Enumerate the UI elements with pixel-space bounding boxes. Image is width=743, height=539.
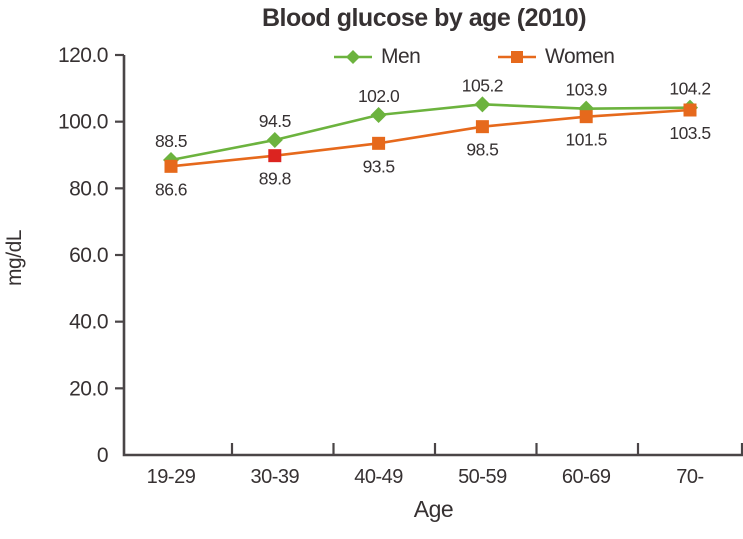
legend-item-women: Women [497, 44, 615, 70]
y-tick-label: 80.0 [69, 177, 108, 200]
women-value-label: 93.5 [363, 156, 395, 176]
women-marker [268, 149, 282, 163]
men-marker [370, 107, 387, 123]
y-tick-label: 120.0 [58, 44, 108, 67]
axis-lines [122, 55, 743, 457]
y-tick-label: 100.0 [58, 111, 108, 134]
y-tick-label: 40.0 [69, 311, 108, 334]
women-value-label: 103.5 [669, 123, 710, 143]
women-value-label: 98.5 [466, 140, 498, 160]
women-value-label: 89.8 [259, 169, 291, 189]
y-tick-label: 60.0 [69, 244, 108, 267]
y-axis-title: mg/dL [3, 230, 26, 286]
x-category-label: 70- [676, 466, 703, 488]
x-category-label: 19-29 [147, 466, 196, 488]
men-value-label: 103.9 [566, 80, 607, 100]
women-legend-marker-icon [498, 51, 536, 63]
women-marker [372, 136, 386, 150]
x-category-label: 40-49 [354, 466, 403, 488]
women-line [170, 108, 691, 168]
chart-title: Blood glucose by age (2010) [261, 4, 587, 32]
men-value-label: 105.2 [462, 75, 503, 95]
y-tick-label: 0 [97, 444, 108, 467]
legend-label-women: Women [545, 45, 615, 68]
men-legend-marker-icon [334, 50, 372, 64]
women-marker [683, 103, 697, 117]
men-value-label: 88.5 [155, 131, 187, 151]
men-value-label: 102.0 [358, 86, 400, 106]
men-marker [266, 132, 283, 148]
women-marker [579, 110, 593, 124]
women-value-label: 86.6 [155, 179, 187, 199]
men-value-label: 104.2 [669, 79, 710, 99]
men-line [170, 103, 691, 162]
x-axis-title: Age [413, 496, 454, 522]
x-category-label: 60-69 [562, 466, 611, 488]
women-marker [164, 159, 178, 173]
y-tick-label: 20.0 [69, 377, 108, 400]
men-value-label: 94.5 [259, 111, 291, 131]
women-value-label: 101.5 [566, 130, 607, 150]
legend-label-men: Men [381, 45, 421, 68]
men-marker [474, 96, 491, 113]
x-category-label: 50-59 [458, 466, 507, 488]
legend-item-men: Men [333, 44, 421, 70]
x-category-label: 30-39 [250, 466, 299, 488]
women-marker [475, 120, 489, 134]
